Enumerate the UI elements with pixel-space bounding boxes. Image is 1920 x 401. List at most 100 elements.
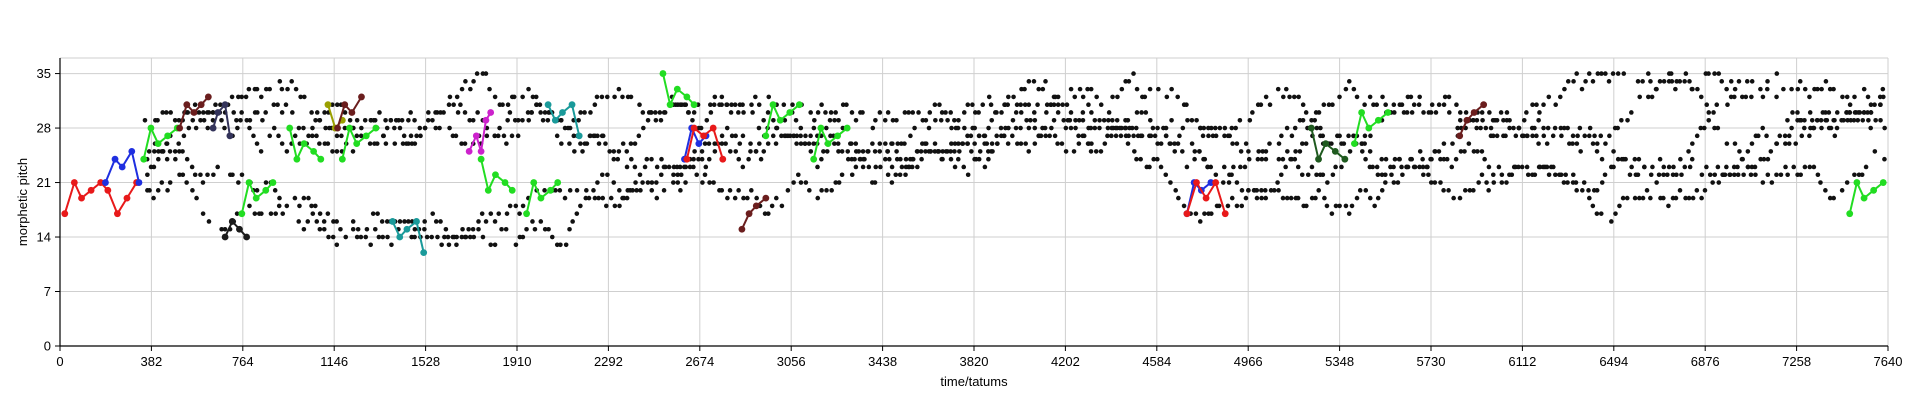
note-point xyxy=(1276,141,1282,146)
note-point xyxy=(1110,117,1115,123)
note-point xyxy=(1134,86,1140,92)
pattern-point xyxy=(236,225,243,233)
note-point xyxy=(844,102,849,108)
note-point xyxy=(230,172,235,178)
note-point xyxy=(1687,164,1693,170)
note-point xyxy=(661,164,667,170)
x-tick-label: 1910 xyxy=(503,354,532,369)
note-point xyxy=(238,117,243,123)
note-point xyxy=(1802,117,1807,123)
note-point xyxy=(1346,133,1351,139)
note-point xyxy=(928,149,933,154)
note-point xyxy=(234,211,240,216)
note-point xyxy=(1677,188,1683,193)
pattern-point xyxy=(786,109,794,116)
note-point xyxy=(1563,172,1568,178)
note-point xyxy=(986,94,992,100)
note-point xyxy=(1026,149,1032,154)
note-point xyxy=(607,149,612,154)
pattern-point xyxy=(1374,116,1382,124)
note-point xyxy=(1123,79,1128,84)
note-point xyxy=(1657,156,1663,162)
note-point xyxy=(1793,141,1798,146)
note-point xyxy=(1532,125,1537,131)
note-point xyxy=(912,125,917,131)
pattern-point xyxy=(1322,140,1330,148)
note-point xyxy=(1758,86,1763,92)
note-point xyxy=(592,102,598,108)
pattern-point xyxy=(752,202,760,210)
pattern-point xyxy=(1384,109,1392,116)
note-point xyxy=(591,188,596,193)
note-point xyxy=(1010,117,1016,123)
note-point xyxy=(1243,195,1249,201)
pattern-point xyxy=(487,109,495,116)
note-point xyxy=(675,180,681,185)
note-point xyxy=(446,242,452,248)
note-point xyxy=(334,242,340,248)
note-point xyxy=(1640,79,1645,84)
note-point xyxy=(649,180,655,185)
note-point xyxy=(338,226,343,232)
note-point xyxy=(952,141,958,146)
note-point xyxy=(882,156,888,162)
note-point xyxy=(1197,149,1202,154)
note-point xyxy=(180,172,186,178)
note-point xyxy=(574,188,580,193)
note-point xyxy=(285,86,290,92)
note-point xyxy=(1790,110,1795,115)
note-point xyxy=(1416,102,1422,108)
note-point xyxy=(520,94,525,100)
note-point xyxy=(1346,79,1352,84)
note-point xyxy=(1749,164,1755,170)
note-point xyxy=(1396,156,1402,162)
note-point xyxy=(740,133,746,139)
note-point xyxy=(761,149,767,154)
note-point xyxy=(1536,141,1541,146)
note-point xyxy=(1861,86,1867,92)
x-tick-label: 764 xyxy=(232,354,254,369)
note-point xyxy=(283,102,289,108)
note-point xyxy=(1661,79,1667,84)
note-point xyxy=(802,141,808,146)
note-point xyxy=(649,188,655,193)
note-point xyxy=(1635,79,1641,84)
note-point xyxy=(1455,125,1460,131)
note-point xyxy=(1436,149,1442,154)
note-point xyxy=(1246,156,1252,162)
note-point xyxy=(1337,203,1342,209)
note-point xyxy=(1006,125,1011,131)
note-point xyxy=(906,110,911,115)
pattern-point xyxy=(243,233,251,241)
note-point xyxy=(860,149,866,154)
note-point xyxy=(1598,211,1604,216)
note-point xyxy=(1080,110,1086,115)
note-point xyxy=(1098,102,1104,108)
note-point xyxy=(1603,71,1608,76)
note-point xyxy=(186,125,192,131)
x-tick-label: 2674 xyxy=(685,354,714,369)
note-point xyxy=(375,211,380,216)
note-point xyxy=(1599,156,1605,162)
note-point xyxy=(1329,141,1334,146)
note-point xyxy=(1449,164,1455,170)
note-point xyxy=(1272,188,1277,193)
note-point xyxy=(1574,141,1580,146)
note-point xyxy=(1716,180,1722,185)
note-point xyxy=(1283,86,1289,92)
note-point xyxy=(1706,71,1711,76)
note-point xyxy=(205,110,210,115)
note-point xyxy=(803,133,808,139)
note-point xyxy=(1765,79,1770,84)
note-point xyxy=(1367,149,1373,154)
pattern-point xyxy=(659,70,667,77)
note-point xyxy=(1131,71,1136,76)
note-point xyxy=(1438,156,1443,162)
note-point xyxy=(296,125,302,131)
note-point xyxy=(1411,102,1417,108)
note-point xyxy=(649,110,654,115)
x-tick-label: 4584 xyxy=(1142,354,1171,369)
note-point xyxy=(774,195,779,201)
note-point xyxy=(1644,188,1650,193)
note-point xyxy=(1441,141,1447,146)
